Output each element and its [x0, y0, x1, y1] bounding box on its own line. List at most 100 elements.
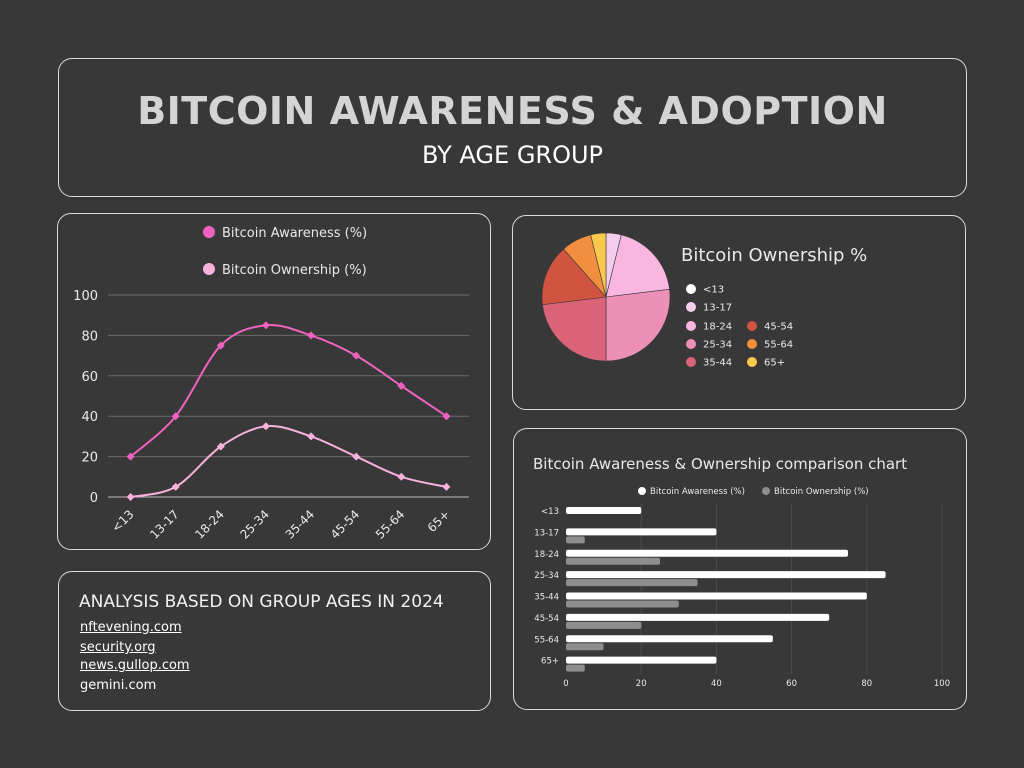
awareness-bar [566, 592, 867, 600]
x-tick-label: 13-17 [147, 507, 182, 542]
y-tick-label: 60 [81, 370, 98, 385]
pie-chart-panel: Bitcoin Ownership % <13 13-17 18-24 25-34 35-… [512, 215, 966, 410]
pie-slice [590, 232, 607, 298]
legend-label: Bitcoin Ownership (%) [774, 487, 869, 497]
page-title: BITCOIN AWARENESS & ADOPTION [137, 89, 888, 133]
pie-chart: Bitcoin Ownership % <13 13-17 18-24 25-34 35-… [541, 232, 867, 369]
legend-marker [203, 226, 215, 238]
x-tick-label: <13 [109, 507, 137, 535]
legend-label: <13 [703, 285, 724, 296]
data-point [442, 482, 451, 491]
ownership-bar [566, 664, 585, 672]
pie-slice [605, 288, 671, 362]
x-tick-label: 35-44 [283, 507, 318, 542]
legend-marker [686, 321, 696, 331]
ownership-bar [566, 579, 698, 587]
source-link[interactable]: nftevening.com [80, 620, 182, 635]
y-tick-label: 45-54 [534, 614, 559, 624]
data-point [307, 331, 316, 340]
y-tick-label: 40 [81, 410, 98, 425]
y-tick-label: 65+ [541, 657, 559, 667]
awareness-bar [566, 528, 717, 536]
series-line [129, 324, 447, 458]
y-tick-label: 80 [81, 329, 98, 344]
source-link[interactable]: news.gullop.com [80, 658, 190, 673]
y-tick-label: 13-17 [534, 528, 559, 538]
awareness-bar [566, 656, 717, 664]
x-tick-label: 60 [786, 679, 797, 689]
pie-slice [542, 296, 607, 362]
legend-label: 13-17 [703, 303, 732, 314]
awareness-bar [566, 507, 642, 514]
ownership-bar [566, 557, 660, 565]
legend-label: Bitcoin Awareness (%) [650, 487, 745, 497]
line-chart-panel: Bitcoin Awareness (%) Bitcoin Ownership (… [57, 213, 491, 550]
legend-label: 35-44 [703, 358, 732, 369]
sources-panel: ANALYSIS BASED ON GROUP AGES IN 2024 nft… [58, 571, 491, 711]
x-tick-label: 18-24 [192, 507, 227, 542]
ownership-bar [566, 643, 604, 651]
x-tick-label: 25-34 [237, 507, 272, 542]
data-point [261, 422, 270, 431]
legend-label: 45-54 [764, 322, 793, 333]
data-point [397, 381, 406, 390]
data-point [126, 493, 135, 501]
source-link[interactable]: security.org [80, 640, 156, 655]
legend-label: Bitcoin Awareness (%) [222, 226, 367, 241]
ownership-bar [566, 621, 642, 629]
y-tick-label: 20 [81, 451, 98, 466]
data-point [171, 412, 180, 421]
ownership-bar [566, 600, 679, 608]
legend-marker [686, 339, 696, 349]
legend-marker [747, 339, 757, 349]
ownership-bar [566, 536, 585, 544]
y-tick-label: 0 [90, 491, 98, 506]
awareness-bar [566, 613, 830, 621]
x-tick-label: 55-64 [373, 507, 408, 542]
y-tick-label: 55-64 [534, 635, 559, 645]
data-point [126, 452, 135, 461]
legend-marker [686, 357, 696, 367]
x-tick-label: 45-54 [328, 507, 363, 542]
legend-marker [686, 302, 696, 312]
pie-slice [541, 248, 607, 306]
legend-marker [203, 263, 215, 275]
bar-chart-title: Bitcoin Awareness & Ownership comparison… [533, 455, 907, 473]
legend-marker [638, 487, 646, 495]
x-tick-label: 40 [711, 679, 722, 689]
x-tick-label: 0 [563, 679, 568, 689]
pie-title: Bitcoin Ownership % [681, 245, 867, 266]
x-tick-label: 20 [636, 679, 647, 689]
page-subtitle: BY AGE GROUP [421, 141, 604, 169]
awareness-bar [566, 635, 773, 643]
y-tick-label: 25-34 [534, 571, 559, 581]
y-tick-label: 35-44 [534, 593, 559, 603]
data-point [307, 432, 316, 441]
x-tick-label: 65+ [425, 507, 453, 535]
data-point [216, 341, 225, 350]
y-tick-label: <13 [541, 507, 559, 517]
legend-marker [686, 284, 696, 294]
pie-slice [605, 234, 670, 298]
data-point [397, 472, 406, 481]
sources-heading: ANALYSIS BASED ON GROUP AGES IN 2024 [79, 592, 444, 612]
data-point [216, 442, 225, 451]
legend-marker [747, 321, 757, 331]
data-point [261, 321, 270, 330]
y-tick-label: 100 [73, 289, 98, 304]
x-tick-label: 80 [861, 679, 872, 689]
legend-label: 65+ [764, 358, 785, 369]
awareness-bar [566, 571, 886, 579]
x-tick-label: 100 [934, 679, 950, 689]
data-point [171, 482, 180, 491]
y-tick-label: 18-24 [534, 550, 559, 560]
series-line [130, 425, 447, 498]
legend-label: Bitcoin Ownership (%) [222, 263, 367, 278]
line-chart: Bitcoin Awareness (%) Bitcoin Ownership (… [73, 226, 469, 542]
legend-label: 18-24 [703, 322, 732, 333]
data-point [352, 351, 361, 360]
bar-chart-panel: Bitcoin Awareness & Ownership comparison… [513, 428, 967, 710]
awareness-bar [566, 549, 848, 557]
legend-label: 55-64 [764, 340, 793, 351]
legend-marker [762, 487, 770, 495]
